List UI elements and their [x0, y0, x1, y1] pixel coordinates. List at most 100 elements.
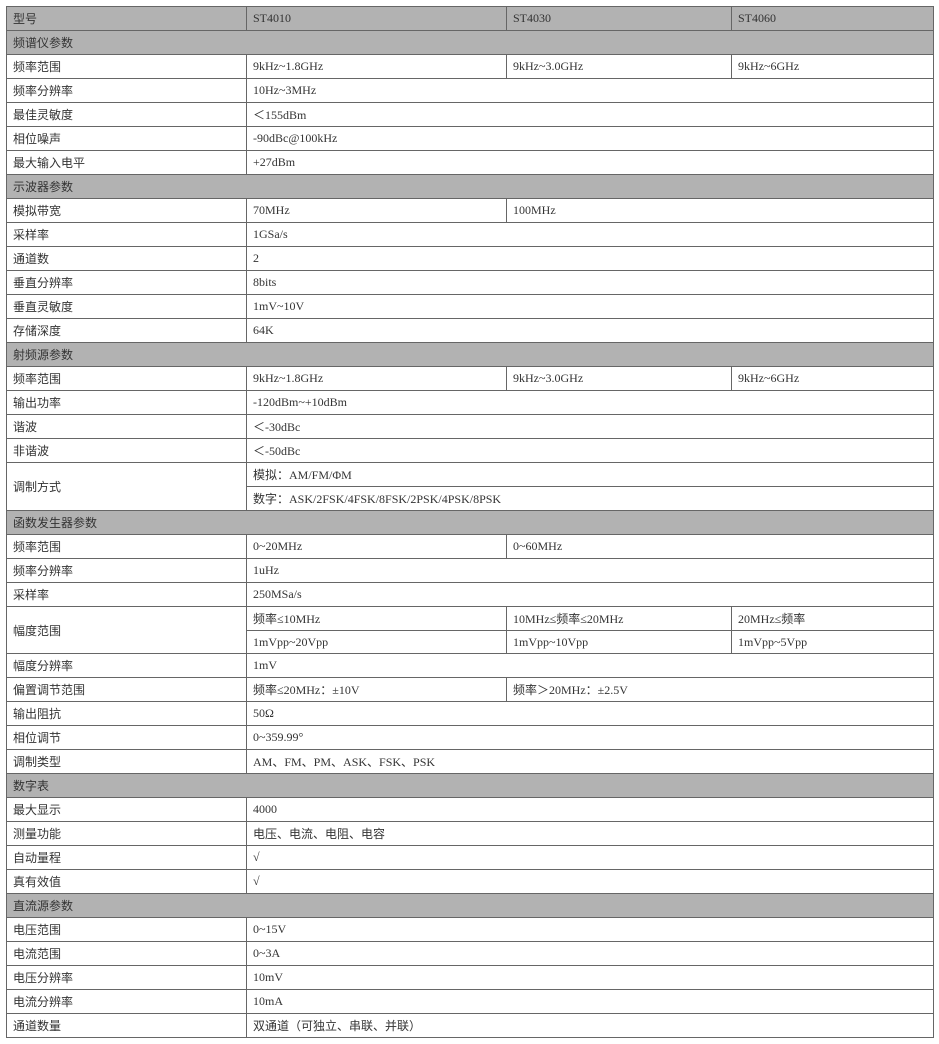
- row-label: 偏置调节范围: [7, 678, 247, 702]
- row-value: 频率≤20MHz：±10V: [247, 678, 507, 702]
- row-value: 20MHz≤频率: [732, 607, 934, 631]
- row-label: 最大显示: [7, 798, 247, 822]
- row-value: 1mVpp~10Vpp: [507, 631, 732, 654]
- row-label: 输出功率: [7, 391, 247, 415]
- table-row: 幅度范围 频率≤10MHz 10MHz≤频率≤20MHz 20MHz≤频率: [7, 607, 934, 631]
- table-row: 存储深度 64K: [7, 319, 934, 343]
- table-row: 真有效值 √: [7, 870, 934, 894]
- row-value: 双通道（可独立、串联、并联）: [247, 1014, 934, 1038]
- row-value: 8bits: [247, 271, 934, 295]
- row-label: 频率范围: [7, 367, 247, 391]
- row-value: 电压、电流、电阻、电容: [247, 822, 934, 846]
- row-label: 调制方式: [7, 463, 247, 511]
- table-row: 电流范围 0~3A: [7, 942, 934, 966]
- row-label: 通道数: [7, 247, 247, 271]
- section-dc-source: 直流源参数: [7, 894, 934, 918]
- row-label: 最佳灵敏度: [7, 103, 247, 127]
- row-label: 频率分辨率: [7, 79, 247, 103]
- table-row: 偏置调节范围 频率≤20MHz：±10V 频率＞20MHz：±2.5V: [7, 678, 934, 702]
- section-oscilloscope: 示波器参数: [7, 175, 934, 199]
- section-rf-source: 射频源参数: [7, 343, 934, 367]
- row-label: 测量功能: [7, 822, 247, 846]
- row-value: 1mV: [247, 654, 934, 678]
- row-value: 0~15V: [247, 918, 934, 942]
- row-label: 频率范围: [7, 55, 247, 79]
- row-label: 采样率: [7, 223, 247, 247]
- row-label: 模拟带宽: [7, 199, 247, 223]
- row-value: 250MSa/s: [247, 583, 934, 607]
- spec-table: 型号 ST4010 ST4030 ST4060 频谱仪参数 频率范围 9kHz~…: [6, 6, 934, 1038]
- table-row: 最大输入电平 +27dBm: [7, 151, 934, 175]
- model-1: ST4010: [247, 7, 507, 31]
- table-row: 电流分辨率 10mA: [7, 990, 934, 1014]
- section-spectrum: 频谱仪参数: [7, 31, 934, 55]
- row-value: 9kHz~1.8GHz: [247, 367, 507, 391]
- row-value: 9kHz~1.8GHz: [247, 55, 507, 79]
- row-label: 真有效值: [7, 870, 247, 894]
- row-value: ＜-30dBc: [247, 415, 934, 439]
- row-value: 9kHz~6GHz: [732, 367, 934, 391]
- table-row: 测量功能 电压、电流、电阻、电容: [7, 822, 934, 846]
- row-value: 1mVpp~5Vpp: [732, 631, 934, 654]
- table-row: 自动量程 √: [7, 846, 934, 870]
- row-value: 64K: [247, 319, 934, 343]
- row-label: 频率范围: [7, 535, 247, 559]
- row-label: 相位调节: [7, 726, 247, 750]
- table-row: 谐波 ＜-30dBc: [7, 415, 934, 439]
- table-row: 采样率 250MSa/s: [7, 583, 934, 607]
- table-row: 通道数量 双通道（可独立、串联、并联）: [7, 1014, 934, 1038]
- row-label: 电流分辨率: [7, 990, 247, 1014]
- row-label: 相位噪声: [7, 127, 247, 151]
- table-row: 调制方式 模拟：AM/FM/ΦM: [7, 463, 934, 487]
- row-label: 垂直灵敏度: [7, 295, 247, 319]
- row-value: -120dBm~+10dBm: [247, 391, 934, 415]
- row-label: 垂直分辨率: [7, 271, 247, 295]
- table-row: 非谐波 ＜-50dBc: [7, 439, 934, 463]
- table-row: 频率分辨率 1uHz: [7, 559, 934, 583]
- row-value: 100MHz: [507, 199, 934, 223]
- row-value: √: [247, 846, 934, 870]
- row-value: AM、FM、PM、ASK、FSK、PSK: [247, 750, 934, 774]
- row-value: 50Ω: [247, 702, 934, 726]
- row-value: ＜155dBm: [247, 103, 934, 127]
- row-value: 4000: [247, 798, 934, 822]
- row-label: 电流范围: [7, 942, 247, 966]
- row-label: 最大输入电平: [7, 151, 247, 175]
- row-label: 谐波: [7, 415, 247, 439]
- table-row: 频率范围 9kHz~1.8GHz 9kHz~3.0GHz 9kHz~6GHz: [7, 55, 934, 79]
- table-row: 垂直分辨率 8bits: [7, 271, 934, 295]
- table-row: 调制类型 AM、FM、PM、ASK、FSK、PSK: [7, 750, 934, 774]
- row-value: 数字：ASK/2FSK/4FSK/8FSK/2PSK/4PSK/8PSK: [247, 487, 934, 511]
- table-row: 模拟带宽 70MHz 100MHz: [7, 199, 934, 223]
- row-label: 频率分辨率: [7, 559, 247, 583]
- row-label: 幅度范围: [7, 607, 247, 654]
- table-row: 通道数 2: [7, 247, 934, 271]
- model-3: ST4060: [732, 7, 934, 31]
- table-row: 输出阻抗 50Ω: [7, 702, 934, 726]
- row-value: 0~60MHz: [507, 535, 934, 559]
- row-value: 10mV: [247, 966, 934, 990]
- row-value: 0~359.99°: [247, 726, 934, 750]
- table-row: 采样率 1GSa/s: [7, 223, 934, 247]
- section-dmm: 数字表: [7, 774, 934, 798]
- table-row: 最大显示 4000: [7, 798, 934, 822]
- row-value: 频率≤10MHz: [247, 607, 507, 631]
- row-value: 10MHz≤频率≤20MHz: [507, 607, 732, 631]
- table-row: 频率范围 0~20MHz 0~60MHz: [7, 535, 934, 559]
- row-value: 9kHz~3.0GHz: [507, 367, 732, 391]
- row-value: 1GSa/s: [247, 223, 934, 247]
- table-row: 最佳灵敏度 ＜155dBm: [7, 103, 934, 127]
- header-row: 型号 ST4010 ST4030 ST4060: [7, 7, 934, 31]
- row-label: 电压分辨率: [7, 966, 247, 990]
- table-row: 输出功率 -120dBm~+10dBm: [7, 391, 934, 415]
- row-value: -90dBc@100kHz: [247, 127, 934, 151]
- row-label: 通道数量: [7, 1014, 247, 1038]
- table-row: 幅度分辨率 1mV: [7, 654, 934, 678]
- model-2: ST4030: [507, 7, 732, 31]
- table-row: 频率分辨率 10Hz~3MHz: [7, 79, 934, 103]
- table-row: 相位噪声 -90dBc@100kHz: [7, 127, 934, 151]
- row-value: 频率＞20MHz：±2.5V: [507, 678, 934, 702]
- row-value: 1mV~10V: [247, 295, 934, 319]
- row-value: ＜-50dBc: [247, 439, 934, 463]
- row-value: 模拟：AM/FM/ΦM: [247, 463, 934, 487]
